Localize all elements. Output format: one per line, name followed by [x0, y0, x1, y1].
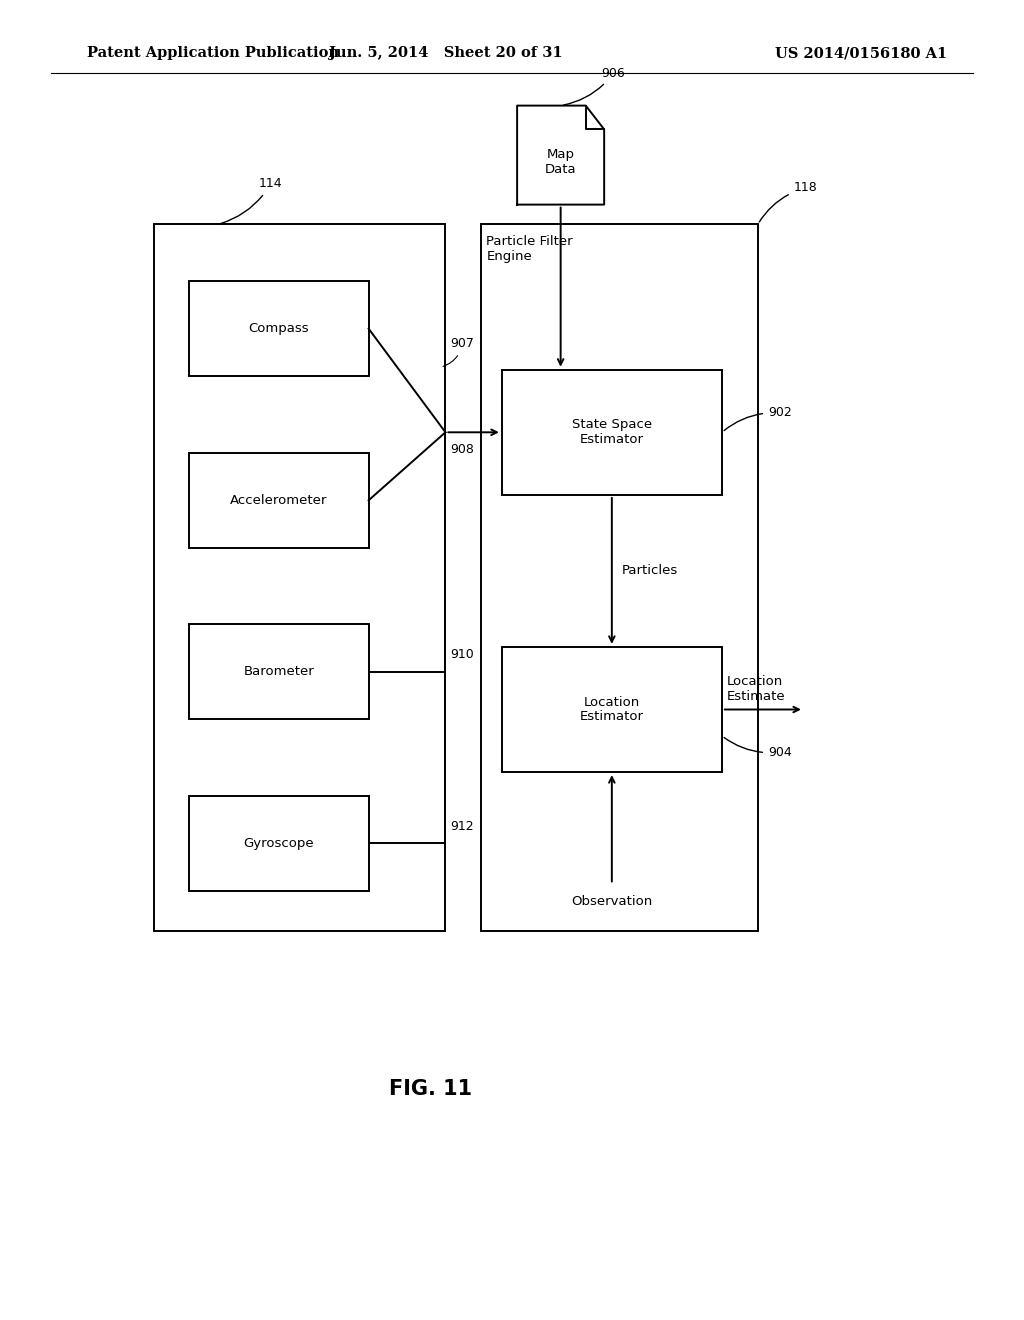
Text: Accelerometer: Accelerometer: [230, 494, 328, 507]
Text: 910: 910: [451, 648, 474, 661]
Text: 902: 902: [724, 407, 792, 430]
Text: Particles: Particles: [623, 565, 678, 577]
Text: US 2014/0156180 A1: US 2014/0156180 A1: [775, 46, 947, 61]
Text: State Space
Estimator: State Space Estimator: [571, 418, 652, 446]
Bar: [189, 281, 369, 376]
Bar: [189, 796, 369, 891]
Bar: [502, 647, 722, 772]
Text: Patent Application Publication: Patent Application Publication: [87, 46, 339, 61]
Text: 912: 912: [451, 820, 474, 833]
Bar: [502, 370, 722, 495]
Text: Location
Estimate: Location Estimate: [727, 675, 785, 704]
Text: 906: 906: [563, 66, 626, 106]
Text: 908: 908: [451, 444, 474, 455]
Bar: [481, 224, 758, 931]
Text: Gyroscope: Gyroscope: [244, 837, 314, 850]
Text: Location
Estimator: Location Estimator: [580, 696, 644, 723]
Bar: [189, 624, 369, 719]
Text: 118: 118: [759, 181, 817, 222]
Text: Map
Data: Map Data: [545, 148, 577, 176]
Text: Barometer: Barometer: [244, 665, 314, 678]
Text: Compass: Compass: [249, 322, 309, 335]
Text: Jun. 5, 2014   Sheet 20 of 31: Jun. 5, 2014 Sheet 20 of 31: [329, 46, 562, 61]
Text: Particle Filter
Engine: Particle Filter Engine: [486, 235, 573, 263]
Text: 907: 907: [443, 338, 474, 367]
Text: 904: 904: [724, 738, 792, 759]
Bar: [154, 224, 445, 931]
Text: FIG. 11: FIG. 11: [388, 1078, 472, 1100]
Bar: [189, 453, 369, 548]
Text: Observation: Observation: [571, 895, 652, 908]
Text: 114: 114: [220, 177, 283, 223]
